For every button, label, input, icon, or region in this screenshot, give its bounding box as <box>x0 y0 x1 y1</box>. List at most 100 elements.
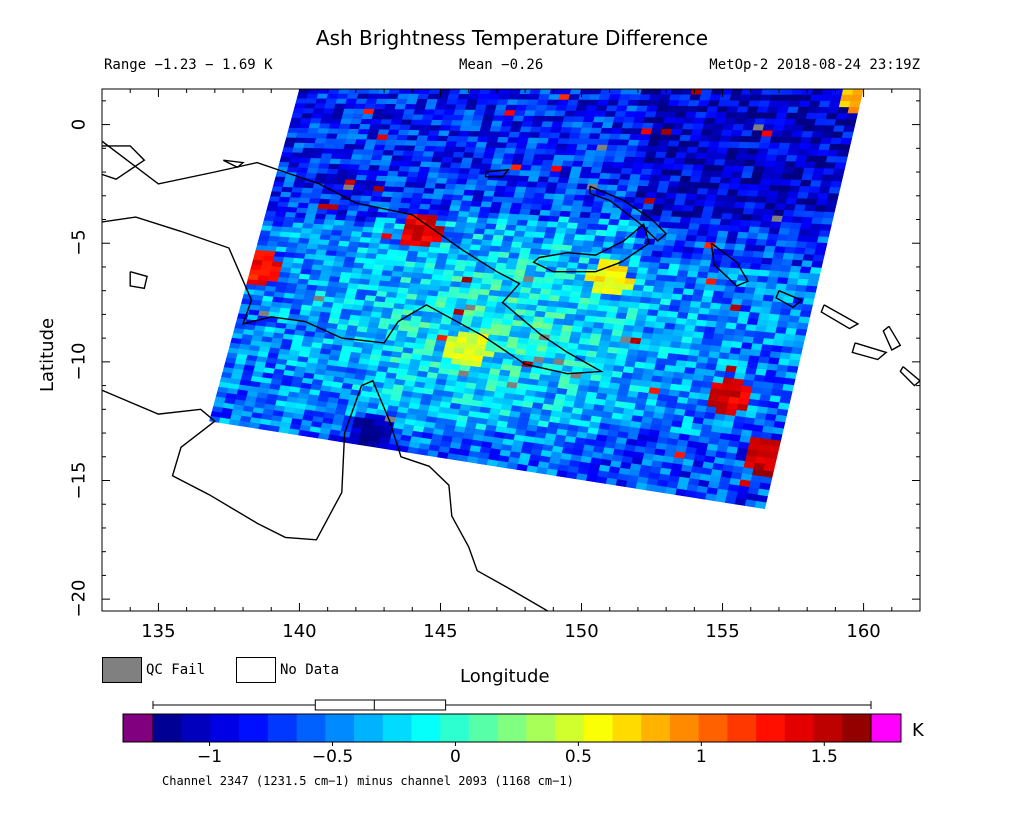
swath-cell <box>332 108 345 115</box>
swath-cell <box>739 262 752 270</box>
swath-cell <box>285 132 298 139</box>
swath-cell <box>346 210 359 217</box>
swath-cell <box>765 282 778 291</box>
swath-cell <box>434 220 447 228</box>
swath-cell <box>536 181 549 189</box>
swath-cell <box>821 174 834 182</box>
swath-cell <box>676 270 689 278</box>
swath-cell <box>326 93 339 100</box>
swath-cell <box>702 290 715 298</box>
swath-cell <box>585 229 598 237</box>
swath-cell <box>409 124 422 131</box>
swath-cell <box>467 173 480 181</box>
swath-cell <box>805 155 818 163</box>
swath-cell <box>636 185 649 193</box>
swath-cell <box>786 277 799 286</box>
swath-cell <box>486 99 499 106</box>
swath-cell <box>789 222 802 230</box>
swath-cell <box>561 160 574 168</box>
swath-cell <box>489 207 502 214</box>
swath-cell <box>680 89 693 96</box>
swath-cell <box>770 301 784 310</box>
colorbar-segment <box>497 714 527 742</box>
swath-cell <box>466 216 479 224</box>
swath-cell <box>383 222 396 230</box>
swath-cell <box>290 152 303 159</box>
swath-cell <box>597 218 611 226</box>
swath-cell <box>354 179 367 187</box>
swath-cell <box>517 137 530 144</box>
swath-cell <box>358 89 371 95</box>
swath-cell <box>689 259 702 267</box>
swath-cell <box>347 205 360 212</box>
swath-cell <box>690 89 703 96</box>
swath-cell <box>487 212 500 220</box>
swath-cell <box>735 112 748 119</box>
colorbar-segment <box>354 714 384 742</box>
swath-cell <box>566 99 580 106</box>
swath-cell <box>451 194 464 202</box>
swath-cell <box>822 168 836 176</box>
swath-cell <box>556 470 569 478</box>
swath-cell <box>470 200 483 208</box>
x-tick-label: 160 <box>846 621 881 642</box>
colorbar-boxplot <box>152 699 872 711</box>
swath-cell <box>758 100 771 108</box>
swath-cell <box>736 231 749 240</box>
swath-cell <box>755 196 768 204</box>
swath-cell <box>535 104 548 112</box>
swath-cell <box>709 94 722 101</box>
swath-cell <box>628 134 642 141</box>
swath-cell <box>743 159 757 167</box>
swath-cell <box>539 126 553 134</box>
swath-cell <box>433 188 446 195</box>
swath-cell <box>382 186 395 193</box>
swath-cell <box>772 209 785 217</box>
swath-cell <box>597 99 610 107</box>
swath-cell <box>297 162 311 169</box>
swath-cell <box>805 241 818 250</box>
swath-cell <box>496 136 510 144</box>
swath-cell <box>801 216 814 225</box>
swath-cell <box>669 134 682 142</box>
swath-cell <box>509 126 522 133</box>
swath-cell <box>828 187 841 195</box>
swath-cell <box>723 201 737 209</box>
swath-cell <box>572 200 585 207</box>
swath-cell <box>400 234 413 242</box>
swath-cell <box>545 105 558 112</box>
y-tick-label: −5 <box>68 229 90 256</box>
swath-cell <box>328 123 341 130</box>
swath-cell <box>791 259 804 268</box>
swath-cell <box>605 230 618 238</box>
swath-cell <box>374 103 387 110</box>
swath-cell <box>673 240 686 248</box>
swath-cell <box>742 124 755 131</box>
swath-cell <box>471 195 484 203</box>
swath-cell <box>725 112 738 119</box>
swath-cell <box>685 490 698 499</box>
swath-cell <box>784 161 797 169</box>
swath-cell <box>298 123 311 129</box>
swath-cell <box>725 195 738 203</box>
swath-cell <box>689 135 702 142</box>
swath-cell <box>804 161 817 169</box>
swath-cell <box>567 216 580 224</box>
swath-cell <box>494 147 507 155</box>
swath-cell <box>434 183 447 190</box>
swath-cell <box>512 236 525 243</box>
swath-cell <box>461 157 474 164</box>
swath-cell <box>609 173 622 181</box>
swath-cell <box>848 100 862 108</box>
swath-cell <box>657 100 670 107</box>
swath-cell <box>374 139 388 146</box>
swath-cell <box>315 98 328 105</box>
swath-cell <box>761 172 774 180</box>
swath-cell <box>658 262 671 271</box>
swath-cell <box>761 130 774 138</box>
swath-cell <box>407 129 420 137</box>
swath-cell <box>715 153 728 161</box>
swath-cell <box>648 262 661 270</box>
swath-cell <box>720 129 734 137</box>
swath-cell <box>685 152 698 160</box>
